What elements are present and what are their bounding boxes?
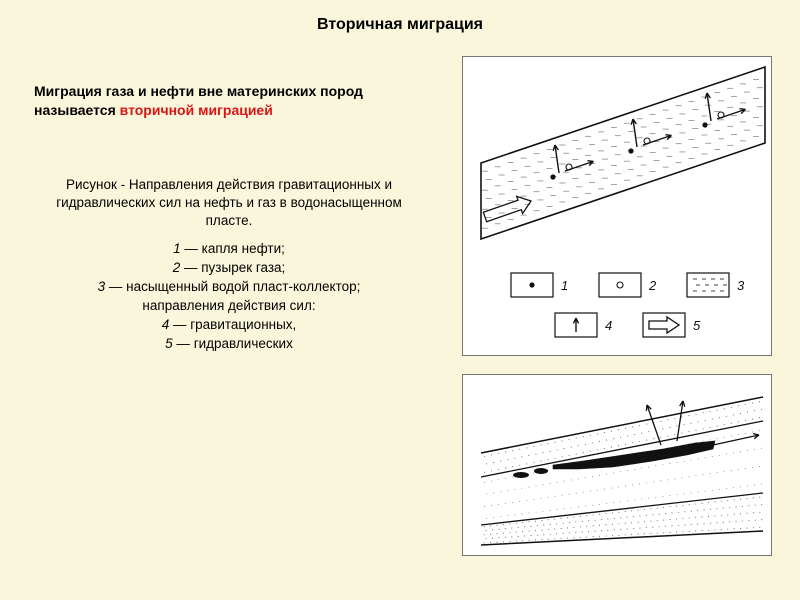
- slide: Вторичная миграция Миграция газа и нефти…: [0, 0, 800, 600]
- svg-text:2: 2: [648, 278, 657, 293]
- text-column: Миграция газа и нефти вне материнских по…: [34, 82, 424, 354]
- legend-item-5: 5 — гидравлических: [34, 335, 424, 354]
- slide-title: Вторичная миграция: [0, 16, 800, 34]
- diagram-bottom: [463, 375, 771, 555]
- legend-item-3: 3 — насыщенный водой пласт-коллектор;: [34, 278, 424, 297]
- legend-list: 1 — капля нефти; 2 — пузырек газа; 3 — н…: [34, 240, 424, 353]
- diagram-top: 1 2 3 4 5: [463, 57, 771, 355]
- legend-item-4: 4 — гравитационных,: [34, 316, 424, 335]
- main-text-highlight: вторичной миграцией: [120, 102, 273, 118]
- legend-item-caption: направления действия сил:: [34, 297, 424, 316]
- legend-item-1: 1 — капля нефти;: [34, 240, 424, 259]
- svg-text:4: 4: [605, 318, 612, 333]
- diagram-bottom-frame: [462, 374, 772, 556]
- svg-text:3: 3: [737, 278, 745, 293]
- svg-text:1: 1: [561, 278, 568, 293]
- diagram-top-frame: 1 2 3 4 5: [462, 56, 772, 356]
- main-paragraph: Миграция газа и нефти вне материнских по…: [34, 82, 424, 120]
- svg-text:5: 5: [693, 318, 701, 333]
- figure-caption: Рисунок - Направления действия гравитаци…: [34, 176, 424, 231]
- legend-item-2: 2 — пузырек газа;: [34, 259, 424, 278]
